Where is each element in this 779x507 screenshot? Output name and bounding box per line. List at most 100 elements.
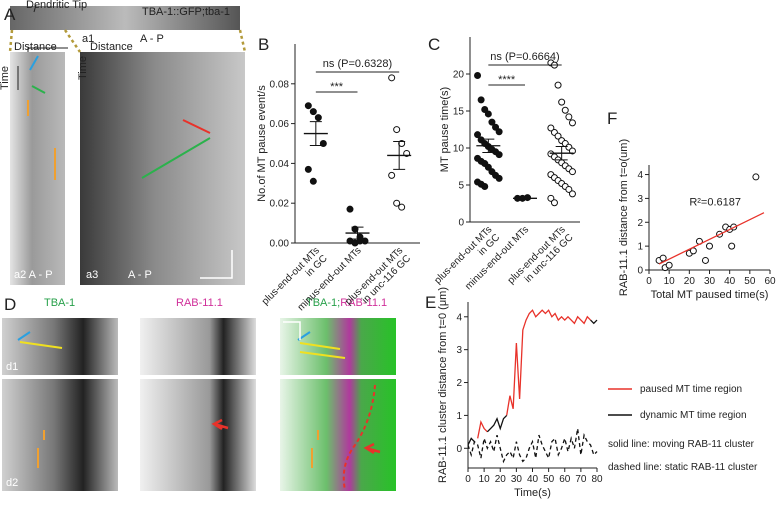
trace: [141, 137, 211, 179]
data-point: [554, 81, 562, 89]
data-point: [706, 242, 713, 250]
data-point: [568, 119, 576, 127]
image-label: a1: [82, 33, 94, 45]
data-line: [477, 309, 592, 439]
panel-label: A: [4, 5, 16, 24]
data-point: [388, 74, 396, 82]
x-tick-label: 60: [764, 276, 776, 287]
image-d2-tba: [2, 379, 118, 491]
channel-label-part: TBA-1;: [306, 297, 340, 309]
data-point: [550, 199, 558, 207]
x-tick-label: 20: [684, 276, 696, 287]
y-tick-label: 1: [637, 242, 643, 253]
error-bar: [482, 138, 495, 153]
y-tick-label: 2: [637, 218, 643, 229]
y-axis-title: MT pause time(s): [439, 87, 451, 172]
axis-label: Time: [77, 56, 89, 80]
y-tick-label: 15: [453, 107, 465, 118]
trace: [19, 341, 63, 349]
data-point: [554, 132, 562, 140]
panel-label: B: [258, 35, 269, 54]
data-point: [495, 128, 503, 136]
legend-label: dynamic MT time region: [640, 410, 747, 421]
panel-label: C: [428, 35, 440, 54]
zoom-guide: [8, 29, 247, 53]
data-point: [547, 194, 555, 202]
x-tick-label: 50: [543, 474, 555, 485]
y-tick-label: 10: [453, 144, 465, 155]
legend-note: solid line: moving RAB-11 cluster: [608, 439, 755, 450]
data-point: [481, 182, 489, 190]
data-point: [304, 102, 312, 110]
image-label: d2: [6, 477, 18, 489]
panel-label: D: [4, 295, 16, 314]
trace: [31, 85, 46, 94]
data-point: [752, 173, 760, 181]
annotation: ***: [330, 81, 344, 93]
y-tick-label: 0.04: [270, 159, 290, 170]
y-axis-title: RAB-11.1 cluster distance from t=0 (μm): [437, 287, 449, 483]
channel-label-part: RAB-11.1: [340, 297, 387, 309]
y-tick-label: 0: [456, 444, 462, 455]
data-point: [495, 151, 503, 159]
x-tick-label: 10: [479, 474, 491, 485]
y-tick-label: 0.02: [270, 199, 290, 210]
image-label: a3: [86, 269, 98, 281]
image-label: A - P: [128, 269, 152, 281]
x-tick-label: 30: [511, 474, 523, 485]
data-point: [568, 147, 576, 155]
data-point: [665, 261, 673, 269]
trace: [182, 119, 211, 134]
image-d1-merge: [280, 318, 396, 375]
trace: [37, 430, 319, 468]
image-label: TBA-1::GFP;tba-1: [142, 6, 230, 18]
data-point: [477, 96, 485, 104]
x-tick-label: 50: [744, 276, 756, 287]
image-label: a2 A - P: [14, 269, 53, 281]
x-tick-label: 10: [664, 276, 676, 287]
data-point: [495, 174, 503, 182]
data-point: [547, 124, 555, 132]
data-point: [388, 171, 396, 179]
y-tick-label: 0.08: [270, 79, 290, 90]
y-tick-label: 1: [456, 411, 462, 422]
trace: [29, 55, 39, 71]
error-bar: [393, 141, 406, 170]
data-point: [659, 254, 667, 262]
error-bar: [309, 121, 322, 146]
y-tick-label: 20: [453, 70, 465, 81]
scale-bar: [200, 250, 233, 279]
panel-label: E: [425, 293, 436, 312]
y-tick-label: 4: [637, 170, 643, 181]
data-point: [481, 106, 489, 114]
data-point: [488, 118, 496, 126]
data-point: [701, 256, 709, 264]
x-tick-label: 70: [575, 474, 587, 485]
y-tick-label: 0: [637, 266, 643, 277]
legend-label: paused MT time region: [640, 384, 742, 395]
data-point: [484, 110, 492, 118]
data-line: [467, 319, 598, 446]
data-point: [314, 114, 322, 122]
annotation: ****: [498, 74, 516, 86]
y-tick-label: 0.00: [270, 239, 290, 250]
y-tick-label: 4: [456, 312, 462, 323]
x-tick-label: 0: [465, 474, 471, 485]
panel-d-images: [2, 318, 396, 491]
data-point: [561, 106, 569, 114]
annotation: ns (P=0.6664): [490, 51, 559, 63]
y-tick-label: 0: [458, 218, 464, 229]
data-point: [474, 71, 482, 79]
data-point: [304, 165, 312, 173]
data-point: [393, 126, 401, 134]
labels: A B C D E F Dendritic Tip TBA-1::GFP;tba…: [0, 0, 618, 489]
image-label: Dendritic Tip: [26, 0, 87, 11]
trace: [342, 384, 376, 491]
y-tick-label: 0.06: [270, 119, 290, 130]
arrow: [17, 47, 68, 90]
image-strip: [10, 6, 240, 30]
data-point: [565, 113, 573, 121]
error-bar: [519, 197, 531, 200]
y-tick-label: 2: [456, 378, 462, 389]
legend-label: dashed line: static RAB-11 cluster: [608, 462, 758, 473]
